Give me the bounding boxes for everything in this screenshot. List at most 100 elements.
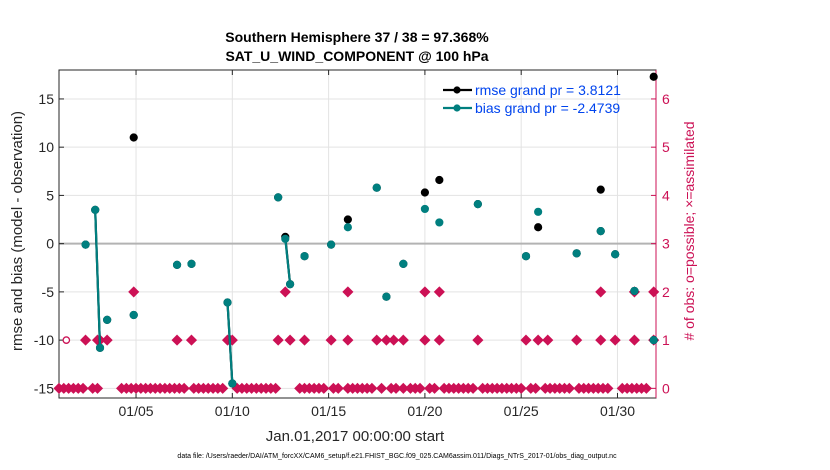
obs-assimilated-marker xyxy=(609,334,621,346)
bias-point xyxy=(129,310,138,320)
obs-assimilated-marker xyxy=(571,334,583,346)
y2-tick-label: 6 xyxy=(662,91,670,107)
bias-line-segment xyxy=(284,238,292,285)
bias-point xyxy=(285,280,295,289)
obs-assimilated-marker xyxy=(185,334,198,346)
obs-assimilated-marker xyxy=(284,334,296,346)
obs-assimilated-marker xyxy=(376,382,388,394)
x-axis-label: Jan.01,2017 00:00:00 start xyxy=(266,428,445,445)
x-tick-label: 01/10 xyxy=(215,403,250,419)
bias-point xyxy=(281,234,290,243)
obs-assimilated-marker xyxy=(217,382,229,394)
bias-point xyxy=(103,315,112,324)
obs-assimilated-marker xyxy=(520,334,532,346)
obs-assimilated-marker xyxy=(433,334,445,346)
obs-assimilated-marker xyxy=(530,382,542,394)
bias-point xyxy=(343,223,352,232)
obs-assimilated-marker xyxy=(342,334,354,346)
obs-assimilated-marker xyxy=(388,334,400,346)
bias-point xyxy=(521,252,531,261)
rmse-point xyxy=(420,188,430,197)
y2-tick-label: 5 xyxy=(662,139,670,155)
y-tick-label: -15 xyxy=(34,380,54,396)
rmse-point xyxy=(343,215,352,224)
y2-tick-label: 0 xyxy=(662,380,670,396)
obs-assimilated-marker xyxy=(472,334,484,346)
obs-possible-marker xyxy=(62,336,71,344)
bias-legend-marker xyxy=(453,104,461,112)
obs-assimilated-marker xyxy=(128,286,140,298)
bias-point xyxy=(630,286,639,296)
obs-assimilated-marker xyxy=(101,334,113,346)
obs-assimilated-marker xyxy=(467,382,479,394)
bias-point xyxy=(382,292,391,301)
bias-point xyxy=(91,205,100,214)
bias-line-segment xyxy=(226,302,234,384)
y2-axis-label: # of obs: o=possible; ×=assimilated xyxy=(681,121,697,340)
bias-point xyxy=(435,218,444,227)
x-tick-label: 01/30 xyxy=(600,403,635,419)
bias-legend-label: bias grand pr = -2.4739 xyxy=(475,100,620,116)
rmse-point xyxy=(596,185,605,194)
obs-assimilated-marker xyxy=(366,382,378,394)
y-axis-label: rmse and bias (model - observation) xyxy=(9,111,26,351)
footer-data-file: data file: /Users/raeder/DAI/ATM_forcXX/… xyxy=(177,453,617,460)
bias-point xyxy=(95,343,105,352)
obs-assimilated-marker xyxy=(80,334,92,346)
bias-point xyxy=(274,193,283,202)
obs-assimilated-marker xyxy=(419,286,431,298)
obs-assimilated-marker xyxy=(390,382,402,394)
obs-assimilated-marker xyxy=(433,286,445,298)
obs-assimilated-marker xyxy=(542,334,554,346)
obs-assimilated-marker xyxy=(380,334,392,346)
obs-assimilated-marker xyxy=(532,334,544,346)
obs-assimilated-marker xyxy=(298,334,311,346)
obs-assimilated-marker xyxy=(563,382,575,394)
bias-point xyxy=(372,183,381,192)
bias-point xyxy=(473,199,482,209)
obs-assimilated-marker xyxy=(325,334,337,346)
bias-point xyxy=(81,240,90,249)
bias-point xyxy=(300,252,309,261)
x-tick-label: 01/15 xyxy=(311,403,346,419)
obs-assimilated-marker xyxy=(595,286,607,298)
y2-tick-label: 4 xyxy=(662,187,670,203)
rmse-point xyxy=(534,223,543,232)
obs-assimilated-marker xyxy=(371,334,383,346)
obs-assimilated-marker xyxy=(414,382,426,394)
bias-point xyxy=(420,204,430,214)
y-tick-label: -5 xyxy=(42,284,55,300)
bias-point xyxy=(572,249,581,258)
y-tick-label: -10 xyxy=(34,332,54,348)
bias-point xyxy=(611,250,620,259)
y2-tick-label: 3 xyxy=(662,236,670,252)
bias-point xyxy=(596,227,605,236)
y-tick-label: 0 xyxy=(46,236,54,252)
obs-assimilated-marker xyxy=(171,334,183,346)
y2-tick-label: 1 xyxy=(662,332,670,348)
obs-assimilated-marker xyxy=(602,382,614,394)
bias-point xyxy=(649,336,658,345)
obs-assimilated-marker xyxy=(397,334,409,346)
bias-line-segment xyxy=(94,209,102,348)
obs-assimilated-marker xyxy=(640,382,652,394)
chart-title: Southern Hemisphere 37 / 38 = 97.368% xyxy=(225,29,489,45)
rmse-point xyxy=(649,72,658,81)
obs-assimilated-marker xyxy=(279,286,291,298)
obs-assimilated-marker xyxy=(178,382,190,394)
obs-assimilated-marker xyxy=(318,382,330,394)
obs-assimilated-marker xyxy=(595,334,607,346)
obs-assimilated-marker xyxy=(428,382,441,394)
x-tick-label: 01/25 xyxy=(504,403,539,419)
obs-assimilated-marker xyxy=(332,382,344,394)
obs-assimilated-marker xyxy=(77,382,89,394)
bias-point xyxy=(223,298,232,307)
bias-point xyxy=(228,379,237,388)
chart-subtitle: SAT_U_WIND_COMPONENT @ 100 hPa xyxy=(225,48,488,64)
rmse-point xyxy=(129,133,138,142)
bias-point xyxy=(172,260,182,269)
bias-point xyxy=(534,207,543,216)
plot-frame xyxy=(58,69,657,399)
x-tick-label: 01/20 xyxy=(407,403,442,419)
